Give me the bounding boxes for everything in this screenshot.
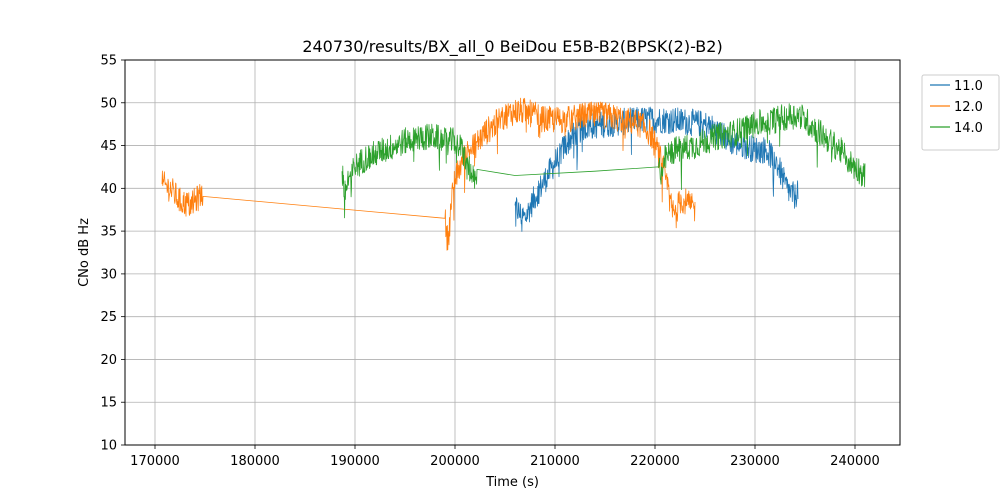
x-tick-label: 210000 xyxy=(530,454,580,469)
y-tick-label: 50 xyxy=(100,96,117,111)
x-tick-label: 200000 xyxy=(430,454,480,469)
plot-frame xyxy=(124,59,901,446)
legend-label: 14.0 xyxy=(954,121,983,136)
x-tick-label: 230000 xyxy=(730,454,780,469)
legend-box xyxy=(921,74,1000,151)
x-tick-label: 170000 xyxy=(130,454,180,469)
y-tick-label: 15 xyxy=(100,396,117,411)
x-tick-label: 180000 xyxy=(230,454,280,469)
series-lines xyxy=(161,97,866,251)
y-tick-label: 40 xyxy=(100,182,117,197)
series-line-2 xyxy=(341,103,866,219)
series-line-0 xyxy=(514,106,799,232)
y-tick-label: 55 xyxy=(100,54,117,69)
y-tick-label: 10 xyxy=(100,439,117,454)
chart-title: 240730/results/BX_all_0 BeiDou E5B-B2(BP… xyxy=(302,37,722,57)
y-tick-label: 45 xyxy=(100,139,117,154)
y-tick-label: 35 xyxy=(100,225,117,240)
legend: 11.0 12.0 14.0 xyxy=(921,74,1000,151)
y-tick-label: 25 xyxy=(100,310,117,325)
x-tick-label: 190000 xyxy=(330,454,380,469)
axis-ticks: 170000 180000 190000 200000 210000 220000 2300… xyxy=(100,54,879,470)
legend-label: 12.0 xyxy=(954,100,983,115)
y-tick-label: 20 xyxy=(100,353,117,368)
series-line-1 xyxy=(161,97,696,251)
legend-label: 11.0 xyxy=(954,79,983,94)
y-axis-label: CNo dB Hz xyxy=(77,218,92,287)
x-tick-label: 220000 xyxy=(630,454,680,469)
y-tick-label: 30 xyxy=(100,267,117,282)
x-tick-label: 240000 xyxy=(830,454,880,469)
x-axis-label: Time (s) xyxy=(485,475,539,490)
